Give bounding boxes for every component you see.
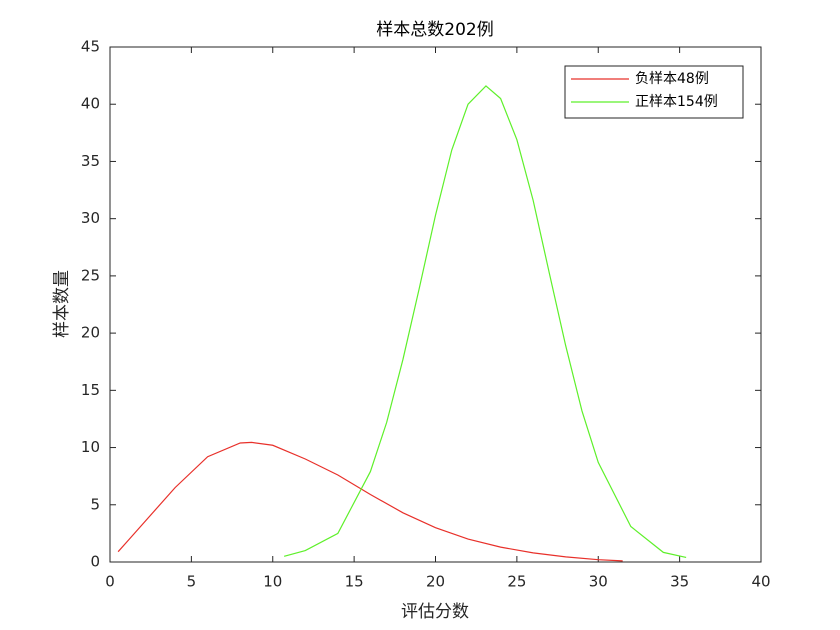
x-tick-label: 25 [507, 573, 526, 591]
x-tick-label: 0 [105, 573, 115, 591]
legend-box [564, 65, 744, 119]
axes-box [109, 46, 762, 563]
x-tick-label: 5 [187, 573, 197, 591]
x-axis-label: 评估分数 [401, 602, 469, 622]
y-tick-label: 10 [81, 438, 100, 456]
legend-label: 负样本48例 [635, 71, 709, 87]
line-series [117, 441, 623, 562]
x-tick-label: 40 [751, 573, 770, 591]
y-tick-label: 0 [90, 553, 100, 571]
y-tick-label: 30 [81, 209, 100, 227]
x-tick-label: 30 [589, 573, 608, 591]
x-tick-label: 35 [670, 573, 689, 591]
line-series [283, 85, 687, 559]
y-tick-label: 15 [81, 381, 100, 399]
y-tick-label: 40 [81, 95, 100, 113]
chart-title: 样本总数202例 [376, 20, 493, 40]
x-tick-label: 20 [426, 573, 445, 591]
y-tick-label: 25 [81, 266, 100, 284]
legend-label: 正样本154例 [635, 94, 718, 110]
y-tick-label: 20 [81, 324, 100, 342]
y-tick-label: 5 [90, 495, 100, 513]
y-axis-label: 样本数量 [52, 270, 72, 338]
y-tick-label: 35 [81, 152, 100, 170]
y-tick-label: 45 [81, 38, 100, 56]
x-tick-label: 10 [263, 573, 282, 591]
x-tick-label: 15 [345, 573, 364, 591]
